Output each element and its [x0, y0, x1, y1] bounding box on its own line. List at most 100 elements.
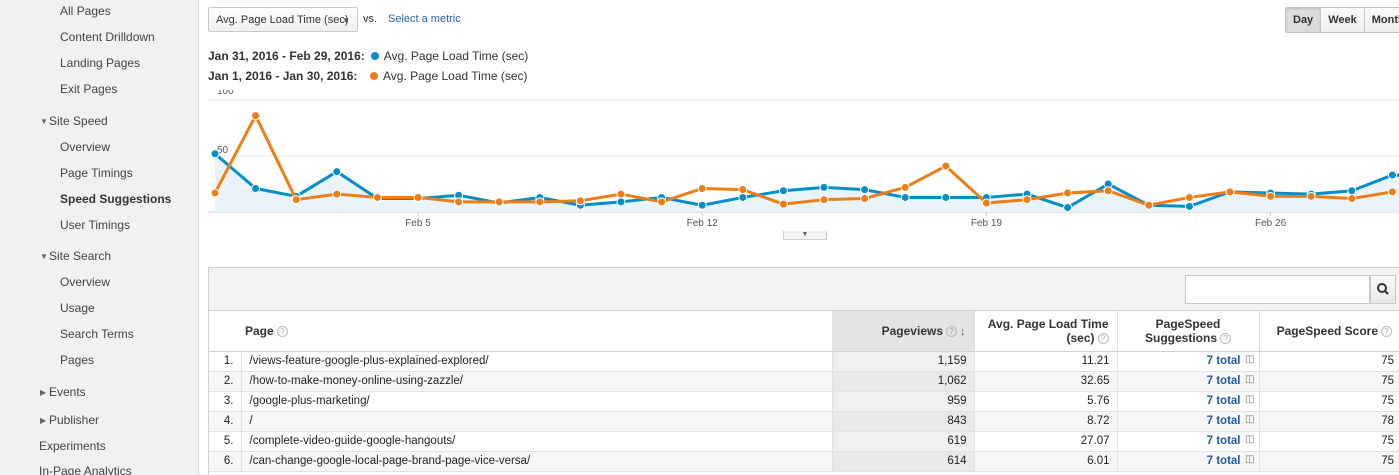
column-header-pageviews[interactable]: Pageviews? ↓: [831, 311, 974, 352]
table-row: 1. /views-feature-google-plus-explained-…: [209, 351, 1399, 372]
nav-speed-suggestions[interactable]: Speed Suggestions: [60, 192, 172, 206]
nav-usage[interactable]: Usage: [60, 301, 95, 315]
nav-user-timings[interactable]: User Timings: [60, 218, 131, 232]
data-point: [535, 197, 545, 207]
suggestions-link[interactable]: 7 total: [1206, 415, 1241, 427]
nav-site-speed[interactable]: Site Speed: [49, 114, 108, 128]
nav-content-drilldown[interactable]: Content Drilldown: [60, 30, 155, 44]
score-value: 75: [1258, 391, 1399, 412]
y-tick-label: 100: [217, 90, 234, 97]
help-icon[interactable]: ?: [276, 326, 288, 338]
series-line-previous: [213, 114, 1393, 207]
collapsed-triangle-icon[interactable]: ▶: [40, 416, 47, 425]
nav-search-pages[interactable]: Pages: [60, 353, 95, 367]
data-point: [778, 199, 788, 209]
month-button[interactable]: Month: [1363, 8, 1399, 32]
column-header-suggestions[interactable]: PageSpeed Suggestions?: [1116, 311, 1259, 352]
metric-dropdown-label: Avg. Page Load Time (sec): [216, 14, 349, 26]
data-point: [900, 182, 910, 192]
external-link-icon[interactable]: ◫: [1245, 393, 1255, 405]
suggestions-link[interactable]: 7 total: [1206, 355, 1241, 367]
data-point: [819, 195, 829, 205]
page-path[interactable]: /complete-video-guide-google-hangouts/: [241, 431, 832, 452]
data-point: [941, 161, 951, 171]
column-header-page[interactable]: Page?: [209, 311, 832, 352]
row-index: 2.: [209, 371, 242, 392]
nav-page-timings[interactable]: Page Timings: [60, 166, 133, 180]
data-point: [778, 186, 788, 196]
suggestions-link[interactable]: 7 total: [1206, 375, 1241, 387]
x-tick-label: Feb 5: [405, 218, 431, 229]
load-time-value: 27.07: [973, 431, 1117, 452]
data-point: [738, 192, 748, 202]
page-path[interactable]: /can-change-google-local-page-brand-page…: [241, 451, 832, 472]
left-nav: All Pages Content Drilldown Landing Page…: [0, 0, 199, 475]
nav-events[interactable]: Events: [49, 385, 86, 399]
nav-site-speed-overview[interactable]: Overview: [60, 140, 111, 154]
legend-previous-period: Jan 1, 2016 - Jan 30, 2016: Avg. Page Loa…: [208, 69, 528, 83]
external-link-icon[interactable]: ◫: [1245, 373, 1255, 385]
metric-dropdown[interactable]: Avg. Page Load Time (sec) ▼: [208, 7, 358, 32]
nav-all-pages[interactable]: All Pages: [60, 4, 111, 18]
data-point: [454, 197, 464, 207]
page-path[interactable]: /: [241, 411, 832, 432]
external-link-icon[interactable]: ◫: [1245, 453, 1255, 465]
data-point: [1225, 187, 1235, 197]
data-point: [1144, 200, 1154, 210]
data-point: [616, 197, 626, 207]
table-search-input[interactable]: [1185, 275, 1370, 304]
suggestions-link[interactable]: 7 total: [1206, 455, 1241, 467]
page-path[interactable]: /views-feature-google-plus-explained-exp…: [241, 351, 832, 372]
column-header-load-time[interactable]: Avg. Page Load Time (sec)?: [973, 311, 1117, 352]
data-point: [1022, 195, 1032, 205]
legend-metric: Avg. Page Load Time (sec): [383, 49, 529, 63]
data-point: [291, 195, 301, 205]
day-button[interactable]: Day: [1286, 8, 1321, 32]
nav-exit-pages[interactable]: Exit Pages: [60, 82, 118, 96]
expanded-triangle-icon[interactable]: ▼: [40, 117, 48, 126]
table-header-row: Page? Pageviews? ↓ Avg. Page Load Time (se…: [209, 311, 1399, 352]
external-link-icon[interactable]: ◫: [1245, 413, 1255, 425]
row-index: 5.: [209, 431, 242, 452]
help-icon[interactable]: ?: [1097, 333, 1109, 345]
nav-publisher[interactable]: Publisher: [49, 413, 100, 427]
table-row: 6. /can-change-google-local-page-brand-p…: [209, 451, 1399, 472]
suggestions-link[interactable]: 7 total: [1206, 395, 1241, 407]
score-value: 75: [1258, 351, 1399, 372]
row-index: 4.: [209, 411, 242, 432]
help-icon[interactable]: ?: [946, 326, 957, 338]
external-link-icon[interactable]: ◫: [1245, 353, 1255, 365]
nav-experiments[interactable]: Experiments: [39, 439, 106, 453]
chart-collapse-toggle[interactable]: ▼: [783, 231, 827, 240]
page-path[interactable]: /google-plus-marketing/: [241, 391, 832, 412]
expanded-triangle-icon[interactable]: ▼: [40, 252, 48, 261]
suggestions-link[interactable]: 7 total: [1206, 435, 1241, 447]
vs-label: vs.: [363, 13, 378, 25]
collapsed-triangle-icon[interactable]: ▶: [40, 388, 47, 397]
select-metric-link[interactable]: Select a metric: [388, 13, 461, 25]
load-time-value: 8.72: [973, 411, 1117, 432]
nav-site-search-overview[interactable]: Overview: [60, 275, 111, 289]
load-time-value: 5.76: [973, 391, 1117, 412]
data-point: [981, 198, 991, 208]
table-row: 3. /google-plus-marketing/ 959 5.76 7 to…: [209, 391, 1399, 412]
data-point: [697, 200, 707, 210]
search-button[interactable]: [1370, 275, 1396, 304]
legend-metric: Avg. Page Load Time (sec): [383, 69, 528, 83]
help-icon[interactable]: ?: [1381, 326, 1392, 338]
nav-site-search[interactable]: Site Search: [49, 249, 112, 263]
data-point: [251, 111, 261, 121]
nav-search-terms[interactable]: Search Terms: [60, 327, 134, 341]
suggestions-header-line1: PageSpeed: [1155, 316, 1221, 331]
nav-in-page-analytics[interactable]: In-Page Analytics: [39, 464, 132, 475]
series-area: [215, 153, 1399, 212]
help-icon[interactable]: ?: [1220, 333, 1231, 345]
page-path[interactable]: /how-to-make-money-online-using-zazzle/: [241, 371, 832, 392]
external-link-icon[interactable]: ◫: [1245, 433, 1255, 445]
nav-landing-pages[interactable]: Landing Pages: [60, 56, 141, 70]
week-button[interactable]: Week: [1320, 8, 1364, 32]
column-header-score[interactable]: PageSpeed Score?: [1258, 311, 1399, 352]
load-time-header-line2: (sec): [1066, 330, 1095, 345]
score-value: 75: [1258, 371, 1399, 392]
table-search-bar: [209, 268, 1399, 311]
